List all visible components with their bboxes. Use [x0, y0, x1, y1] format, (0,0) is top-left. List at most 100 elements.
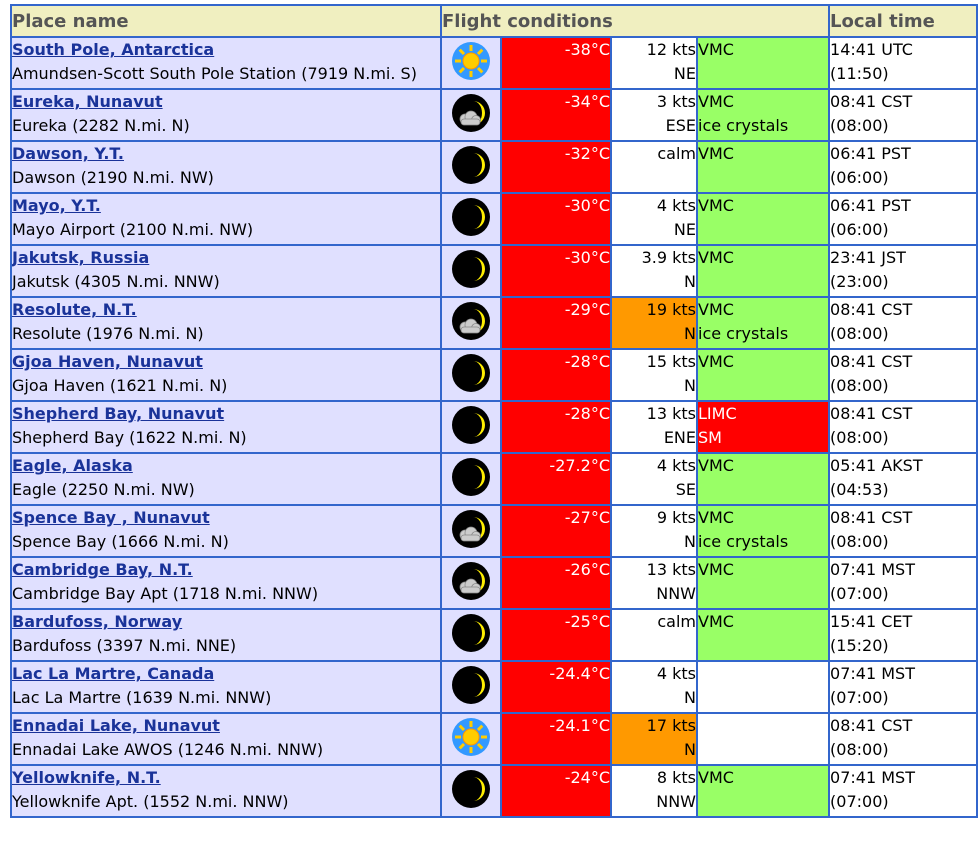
flight-condition-cell: VMC [695, 36, 831, 90]
local-time: 08:41 CST [830, 716, 913, 735]
solar-time: (07:00) [830, 688, 889, 707]
temperature: -29°C [500, 296, 612, 350]
header-local-time: Local time [828, 4, 979, 38]
wind-direction: N [684, 688, 696, 707]
place-link[interactable]: Cambridge Bay, N.T. [12, 560, 193, 579]
local-time-cell: 07:41 MST (07:00) [828, 764, 979, 818]
place-cell: Spence Bay , Nunavut Spence Bay (1666 N.m… [10, 504, 442, 558]
table-row: Cambridge Bay, N.T. Cambridge Bay Apt (17… [10, 556, 979, 610]
weather-icon-cell [440, 556, 502, 610]
local-time: 06:41 PST [830, 196, 911, 215]
weather-icon-cell [440, 608, 502, 662]
local-time: 08:41 CST [830, 404, 913, 423]
wind-direction: ESE [665, 116, 696, 135]
place-link[interactable]: South Pole, Antarctica [12, 40, 215, 59]
weather-icon-cell [440, 192, 502, 246]
station-name: Gjoa Haven (1621 N.mi. N) [12, 376, 228, 395]
wind-speed: 15 kts [646, 352, 696, 371]
local-time-cell: 06:41 PST (06:00) [828, 140, 979, 194]
wind-cell: 13 kts ENE [610, 400, 698, 454]
local-time: 08:41 CST [830, 508, 913, 527]
table-row: Eagle, Alaska Eagle (2250 N.mi. NW) -27.2°… [10, 452, 979, 506]
local-time-cell: 06:41 PST (06:00) [828, 192, 979, 246]
wind-direction: N [684, 740, 696, 759]
station-name: Resolute (1976 N.mi. N) [12, 324, 204, 343]
flight-category: VMC [698, 40, 734, 59]
moon-icon [451, 146, 491, 189]
place-cell: Eagle, Alaska Eagle (2250 N.mi. NW) [10, 452, 442, 506]
temperature: -24.4°C [500, 660, 612, 714]
wind-speed: 19 kts [646, 300, 696, 319]
weather-icon-cell [440, 764, 502, 818]
wind-speed: 13 kts [646, 560, 696, 579]
place-link[interactable]: Dawson, Y.T. [12, 144, 124, 163]
wind-speed: 9 kts [656, 508, 696, 527]
place-link[interactable]: Shepherd Bay, Nunavut [12, 404, 225, 423]
place-cell: Yellowknife, N.T. Yellowknife Apt. (1552 … [10, 764, 442, 818]
flight-condition-cell: VMC [695, 764, 831, 818]
temperature: -27.2°C [500, 452, 612, 506]
place-cell: Gjoa Haven, Nunavut Gjoa Haven (1621 N.mi… [10, 348, 442, 402]
flight-category: VMC [698, 456, 734, 475]
wind-cell: 4 kts NE [610, 192, 698, 246]
place-link[interactable]: Ennadai Lake, Nunavut [12, 716, 220, 735]
wind-direction: NNW [656, 584, 696, 603]
wind-direction: N [684, 532, 696, 551]
wind-cell: 13 kts NNW [610, 556, 698, 610]
weather-icon-cell [440, 296, 502, 350]
weather-icon-cell [440, 452, 502, 506]
place-link[interactable]: Gjoa Haven, Nunavut [12, 352, 203, 371]
place-link[interactable]: Mayo, Y.T. [12, 196, 101, 215]
solar-time: (23:00) [830, 272, 889, 291]
wind-speed: 13 kts [646, 404, 696, 423]
flight-category: VMC [698, 352, 734, 371]
flight-condition-cell: VMC ice crystals [695, 296, 831, 350]
local-time: 07:41 MST [830, 768, 915, 787]
weather-phenomenon: SM [698, 428, 722, 447]
place-link[interactable]: Eagle, Alaska [12, 456, 133, 475]
sun-icon [451, 42, 491, 85]
place-cell: Eureka, Nunavut Eureka (2282 N.mi. N) [10, 88, 442, 142]
solar-time: (07:00) [830, 584, 889, 603]
place-link[interactable]: Yellowknife, N.T. [12, 768, 161, 787]
wind-direction: SE [675, 480, 696, 499]
place-link[interactable]: Bardufoss, Norway [12, 612, 183, 631]
place-link[interactable]: Eureka, Nunavut [12, 92, 163, 111]
wind-cell: 17 kts N [610, 712, 698, 766]
station-name: Cambridge Bay Apt (1718 N.mi. NNW) [12, 584, 319, 603]
flight-condition-cell [695, 712, 831, 766]
flight-category: VMC [698, 92, 734, 111]
local-time-cell: 07:41 MST (07:00) [828, 660, 979, 714]
weather-icon-cell [440, 504, 502, 558]
weather-icon-cell [440, 348, 502, 402]
temperature: -28°C [500, 400, 612, 454]
temperature: -30°C [500, 244, 612, 298]
local-time: 06:41 PST [830, 144, 911, 163]
solar-time: (08:00) [830, 532, 889, 551]
wind-direction: N [684, 272, 696, 291]
flight-category: VMC [698, 612, 734, 631]
station-name: Yellowknife Apt. (1552 N.mi. NNW) [12, 792, 289, 811]
moon-icon [451, 666, 491, 709]
local-time-cell: 08:41 CST (08:00) [828, 712, 979, 766]
place-link[interactable]: Resolute, N.T. [12, 300, 137, 319]
place-cell: Mayo, Y.T. Mayo Airport (2100 N.mi. NW) [10, 192, 442, 246]
wind-direction: N [684, 376, 696, 395]
local-time-cell: 08:41 CST (08:00) [828, 504, 979, 558]
table-row: Eureka, Nunavut Eureka (2282 N.mi. N) -34°… [10, 88, 979, 142]
weather-icon-cell [440, 660, 502, 714]
wind-speed: calm [657, 612, 696, 631]
weather-icon-cell [440, 400, 502, 454]
place-link[interactable]: Lac La Martre, Canada [12, 664, 215, 683]
weather-phenomenon: ice crystals [698, 116, 789, 135]
flight-condition-cell [695, 660, 831, 714]
place-link[interactable]: Jakutsk, Russia [12, 248, 150, 267]
wind-cell: calm [610, 140, 698, 194]
flight-condition-cell: VMC [695, 192, 831, 246]
place-link[interactable]: Spence Bay , Nunavut [12, 508, 210, 527]
flight-condition-cell: VMC [695, 140, 831, 194]
sun-icon [451, 718, 491, 761]
solar-time: (08:00) [830, 428, 889, 447]
solar-time: (08:00) [830, 324, 889, 343]
moon-icon [451, 354, 491, 397]
